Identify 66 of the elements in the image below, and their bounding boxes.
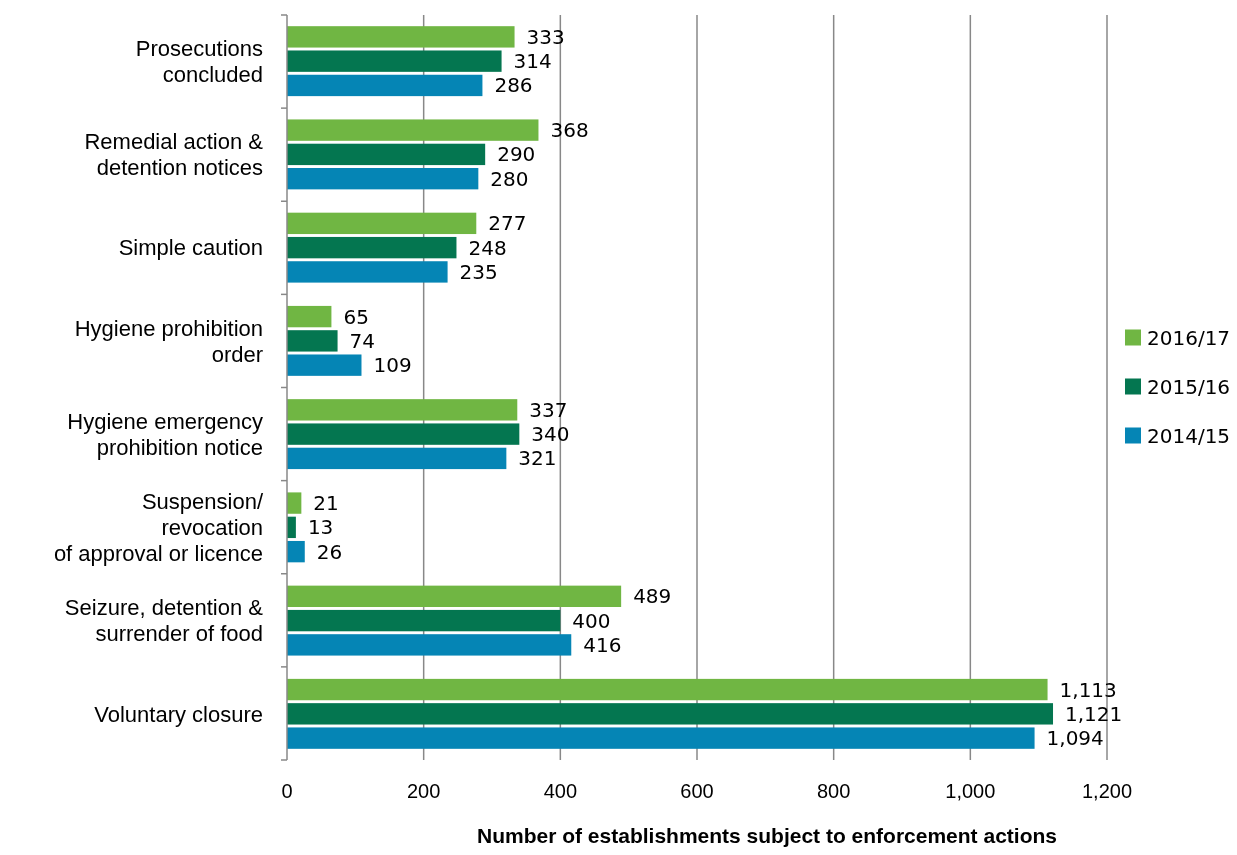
bar [287,540,305,563]
bar [287,330,338,352]
bar [287,74,483,97]
bar [287,447,507,470]
bar [287,119,539,141]
data-label: 368 [550,118,589,143]
y-tick-label: Remedial action & detention notices [84,129,264,181]
y-tick-label: Prosecutions concluded [135,35,263,87]
bar [287,492,302,514]
bar [287,678,1048,701]
data-label: 333 [526,24,565,49]
data-label: 235 [459,259,498,284]
data-label: 65 [343,304,369,329]
data-label: 290 [497,142,536,167]
x-axis-title: Number of establishments subject to enforcement actions [477,824,1057,847]
data-label: 400 [572,608,611,633]
data-label: 109 [373,353,412,378]
data-label: 1,121 [1065,701,1123,726]
bar [287,143,486,166]
x-tick-label: 0 [281,780,293,802]
data-label: 74 [349,328,376,353]
bar [287,26,515,48]
data-label: 21 [313,491,339,516]
data-label: 280 [490,166,529,191]
bar [287,634,572,656]
y-tick-label: Seizure, detention & surrender of food [64,595,264,647]
y-tick-label: Hygiene emergency prohibition notice [67,408,263,460]
x-tick-label: 200 [406,780,441,802]
bar [287,305,332,328]
bar [287,609,561,632]
data-label: 340 [531,422,570,447]
data-label: 416 [583,632,622,657]
y-tick-label: Suspension/ revocation of approval or licence [53,489,264,567]
bar [287,703,1054,725]
data-label: 1,113 [1059,677,1117,702]
bar [287,50,502,72]
bar [287,261,448,283]
legend-label: 2015/16 [1147,374,1231,399]
y-tick-label: Hygiene prohibition order [74,315,263,367]
x-tick-label: 800 [816,780,851,802]
bar [287,167,479,190]
data-label: 13 [307,515,334,540]
x-tick-label: 1,200 [1081,780,1133,802]
data-label: 26 [316,539,343,564]
x-tick-label: 1,000 [945,780,996,802]
bar [287,585,622,608]
data-label: 321 [518,446,557,471]
data-label: 337 [529,397,568,422]
data-label: 1,094 [1046,726,1104,751]
data-label: 248 [468,235,507,260]
data-label: 489 [633,584,672,609]
bar [287,354,362,376]
x-tick-label: 400 [543,780,578,802]
data-label: 286 [494,73,533,98]
data-label: 314 [513,49,552,74]
y-tick-label: Voluntary closure [94,701,263,727]
y-tick-label: Simple caution [118,235,263,261]
x-tick-label: 600 [680,780,714,802]
bar [287,236,457,259]
data-label: 277 [488,211,527,236]
bar [287,399,518,421]
legend-label: 2014/15 [1147,423,1231,448]
bar [287,212,477,235]
bar [287,423,520,445]
bar [287,727,1035,749]
legend-label: 2016/17 [1147,325,1231,350]
